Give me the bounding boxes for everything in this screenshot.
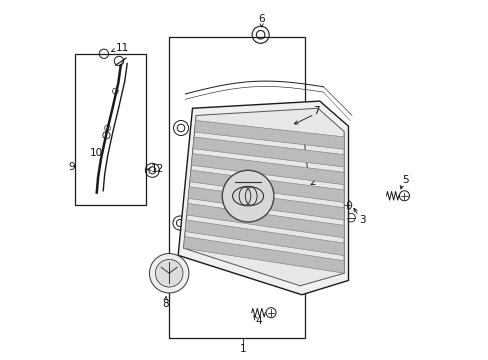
Polygon shape xyxy=(194,121,344,149)
Polygon shape xyxy=(191,154,344,185)
Text: 11: 11 xyxy=(115,43,128,53)
Text: 5: 5 xyxy=(402,175,408,185)
Polygon shape xyxy=(183,237,344,273)
Circle shape xyxy=(222,170,273,222)
Polygon shape xyxy=(185,220,344,256)
Polygon shape xyxy=(183,108,344,286)
Circle shape xyxy=(149,253,188,293)
Bar xyxy=(75,54,145,205)
Polygon shape xyxy=(178,101,348,295)
Text: 7: 7 xyxy=(313,106,319,116)
Text: 12: 12 xyxy=(150,164,163,174)
Text: 6: 6 xyxy=(258,14,264,24)
Polygon shape xyxy=(186,203,344,238)
Text: 4: 4 xyxy=(255,316,262,325)
Text: 2: 2 xyxy=(308,177,315,187)
Polygon shape xyxy=(188,187,344,220)
Polygon shape xyxy=(193,137,344,167)
Circle shape xyxy=(155,260,183,287)
Text: 8: 8 xyxy=(162,299,168,309)
Text: 10: 10 xyxy=(89,148,102,158)
Text: 9: 9 xyxy=(69,162,75,172)
Polygon shape xyxy=(189,170,344,202)
Bar xyxy=(169,37,305,338)
Text: 1: 1 xyxy=(239,344,245,354)
Text: 3: 3 xyxy=(359,215,365,225)
